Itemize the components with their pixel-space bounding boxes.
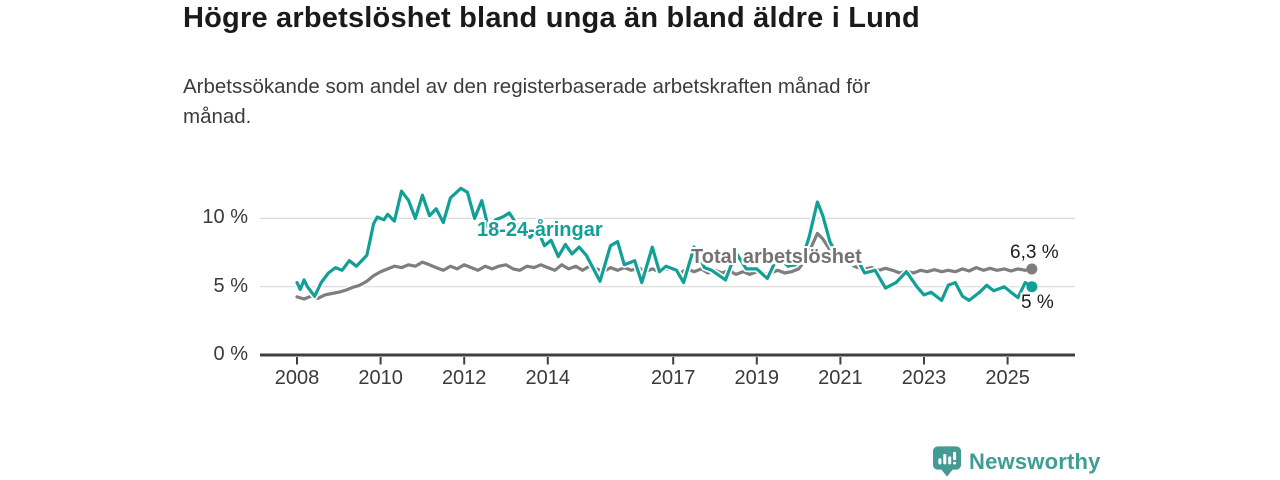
series-line-casing xyxy=(293,185,1036,304)
newsworthy-logo[interactable]: Newsworthy xyxy=(933,446,1101,477)
y-tick-label: 10 % xyxy=(202,206,248,229)
x-tick-label: 2019 xyxy=(734,367,780,389)
page-title: Högre arbetslöshet bland unga än bland ä… xyxy=(183,2,920,34)
x-tick-label: 2017 xyxy=(650,367,696,389)
x-tick-label: 2012 xyxy=(441,367,487,389)
x-tick-label: 2008 xyxy=(274,367,320,389)
series-label-youth: 18-24-åringar xyxy=(477,219,603,241)
x-tick-label: 2023 xyxy=(901,367,947,389)
y-tick-label: 0 % xyxy=(213,343,248,365)
x-tick-label: 2025 xyxy=(985,367,1030,389)
bar-chart-speech-bubble-icon xyxy=(933,446,961,477)
series-end-dot xyxy=(1026,281,1038,293)
end-value-label-youth: 5 % xyxy=(1021,292,1054,313)
chart-subtitle: Arbetssökande som andel av den registerb… xyxy=(183,75,871,128)
x-tick-label: 2014 xyxy=(525,367,571,389)
x-tick-label: 2010 xyxy=(358,367,403,389)
newsworthy-logo-text: Newsworthy xyxy=(969,448,1101,474)
series-label-total: Total arbetslöshet xyxy=(691,246,862,268)
end-value-label-total: 6,3 % xyxy=(1010,242,1059,263)
x-tick-label: 2021 xyxy=(818,367,863,389)
series-end-dot xyxy=(1026,263,1038,275)
series-line xyxy=(295,186,1034,302)
y-tick-label: 5 % xyxy=(213,274,248,297)
